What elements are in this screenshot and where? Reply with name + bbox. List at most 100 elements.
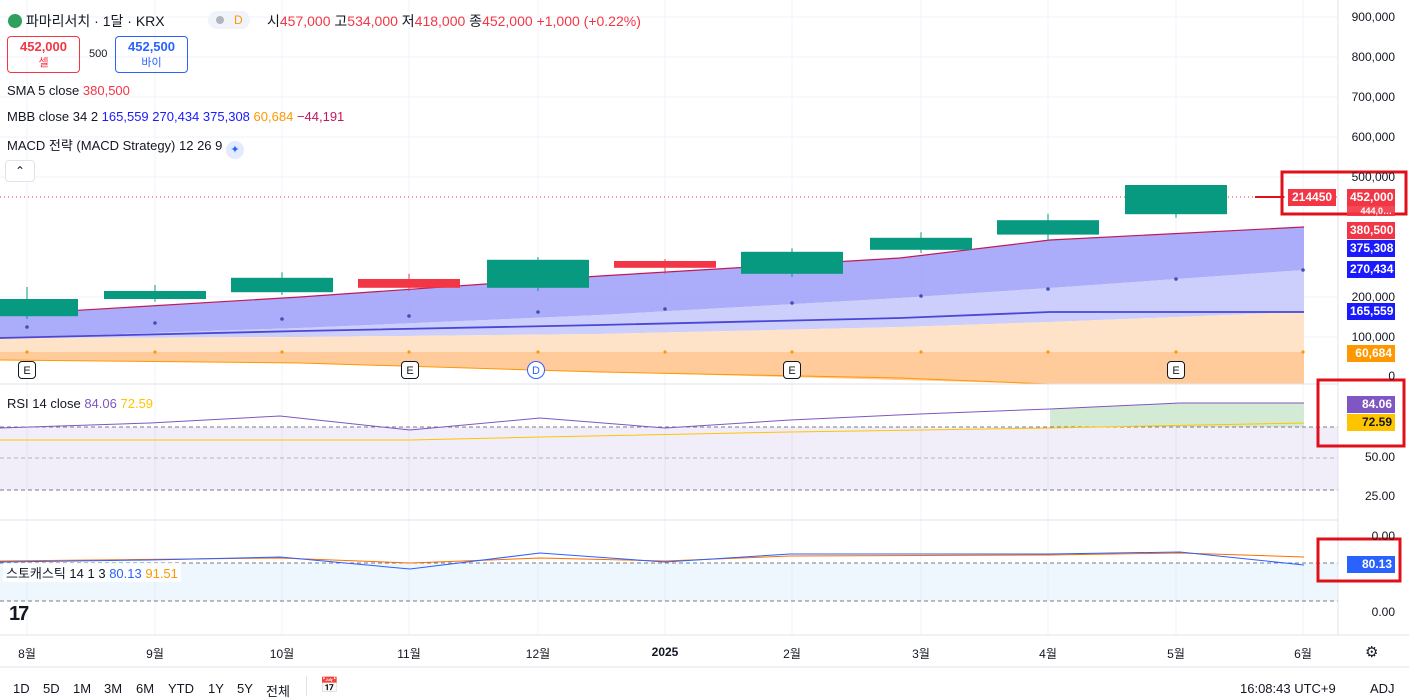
- status-dot-icon: [216, 16, 224, 24]
- band-dot: [25, 350, 29, 354]
- bb-upper-tag: 375,308: [1347, 240, 1395, 257]
- symbol-header[interactable]: 파마리서치 · 1달 · KRX: [8, 11, 165, 31]
- change-value: +1,000 (+0.22%): [536, 13, 641, 29]
- candle-body[interactable]: [104, 291, 206, 299]
- candle-body[interactable]: [0, 299, 78, 317]
- ohlc-values: 시457,000 고534,000 저418,000 종452,000 +1,0…: [267, 11, 641, 31]
- band-dot: [153, 321, 157, 325]
- time-axis-label: 2025: [651, 645, 679, 659]
- rsi-overbought-fill: [1050, 403, 1304, 427]
- band-dot: [1174, 277, 1178, 281]
- highlight-box-price: [1280, 170, 1408, 216]
- candle-body[interactable]: [1125, 185, 1227, 215]
- symbol-title: 파마리서치 · 1달 · KRX: [25, 13, 165, 29]
- macd-legend[interactable]: MACD 전략 (MACD Strategy) 12 26 9 ✦: [7, 135, 244, 159]
- sell-button[interactable]: 452,000 셀: [7, 36, 80, 73]
- price-axis-label: 800,000: [1351, 50, 1395, 64]
- band-dot: [153, 350, 157, 354]
- clock[interactable]: 16:08:43 UTC+9: [1240, 681, 1336, 696]
- settings-gear-icon[interactable]: ⚙: [1365, 644, 1379, 661]
- price-axis-label: 700,000: [1351, 90, 1395, 104]
- time-axis-label: 5월: [1167, 647, 1185, 661]
- band-dot: [536, 310, 540, 314]
- rsi-axis-label: 25.00: [1364, 489, 1395, 503]
- price-axis-label: 900,000: [1351, 10, 1395, 24]
- rsi-ma-tag: 72.59: [1347, 414, 1395, 431]
- sma-price-tag: 380,500: [1347, 222, 1395, 239]
- bb-mid-tag: 270,434: [1347, 261, 1395, 278]
- band-dot: [1046, 287, 1050, 291]
- earnings-badge[interactable]: E: [783, 361, 801, 379]
- buy-button[interactable]: 452,500 바이: [115, 36, 188, 73]
- last-price-tag: 452,000: [1347, 189, 1395, 206]
- bb-dots: [25, 268, 1305, 354]
- highlight-box-stoch: [1316, 537, 1402, 583]
- footer-divider: [306, 676, 307, 696]
- close-label: 종: [469, 13, 483, 29]
- timeframe-5d[interactable]: 5D: [43, 681, 60, 696]
- earnings-badge[interactable]: E: [401, 361, 419, 379]
- d-badge: D: [234, 13, 243, 27]
- mbb-v5: −44,191: [296, 109, 345, 124]
- candle-body[interactable]: [870, 237, 972, 250]
- hidden-price-tag: 444,0…: [1347, 206, 1395, 216]
- timeframe-1d[interactable]: 1D: [13, 681, 30, 696]
- earnings-badge[interactable]: E: [18, 361, 36, 379]
- mbb-v3: 375,308: [202, 109, 250, 124]
- sma-legend[interactable]: SMA 5 close 380,500: [7, 83, 130, 98]
- spread-value: 500: [89, 48, 108, 60]
- timeframe-1m[interactable]: 1M: [73, 681, 92, 696]
- rsi-v1: 84.06: [84, 396, 117, 411]
- timeframe-all[interactable]: 전체: [266, 684, 290, 699]
- candle-body[interactable]: [358, 279, 460, 288]
- band-dot: [280, 317, 284, 321]
- rsi-name: RSI 14 close: [7, 396, 81, 411]
- band-dot: [407, 314, 411, 318]
- timeframe-6m[interactable]: 6M: [136, 681, 155, 696]
- stoch-axis-label: 0.00: [1371, 605, 1395, 619]
- price-axis-label: 0: [1388, 369, 1395, 383]
- rsi-tag: 84.06: [1347, 396, 1395, 413]
- buy-price: 452,500: [128, 39, 175, 54]
- close-value: 452,000: [482, 13, 533, 29]
- stoch-legend[interactable]: 스토캐스틱 14 1 3 80.13 91.51: [3, 563, 181, 582]
- candle-body[interactable]: [741, 251, 843, 274]
- band-dot: [663, 350, 667, 354]
- mbb-v1: 165,559: [101, 109, 149, 124]
- timeframe-3m[interactable]: 3M: [104, 681, 123, 696]
- mbb-legend[interactable]: MBB close 34 2 165,559 270,434 375,308 6…: [7, 109, 344, 124]
- time-axis-label: 9월: [146, 647, 164, 661]
- data-status-pill[interactable]: D: [208, 11, 250, 29]
- sparkle-icon[interactable]: ✦: [226, 141, 244, 159]
- candle-body[interactable]: [614, 261, 716, 268]
- time-axis-label: 6월: [1294, 647, 1312, 661]
- highlight-box-rsi: [1316, 378, 1406, 448]
- calendar-icon[interactable]: 📅: [320, 677, 339, 694]
- band-dot: [663, 307, 667, 311]
- price-axis-label: 500,000: [1351, 170, 1395, 184]
- price-axis-label: 100,000: [1351, 330, 1395, 344]
- timeframe-5y[interactable]: 5Y: [237, 681, 253, 696]
- candle-body[interactable]: [231, 277, 333, 293]
- stoch-v2: 91.51: [145, 566, 178, 581]
- candle-body[interactable]: [997, 220, 1099, 235]
- stoch-tag: 80.13: [1347, 556, 1395, 573]
- adj-toggle[interactable]: ADJ: [1370, 681, 1395, 696]
- candle-body[interactable]: [487, 259, 589, 288]
- collapse-legend-button[interactable]: ⌃: [5, 160, 35, 182]
- band-dot: [407, 350, 411, 354]
- timeframe-ytd[interactable]: YTD: [168, 681, 194, 696]
- bb-basis-line: [0, 311, 1304, 339]
- open-label: 시: [267, 13, 280, 29]
- timeframe-1y[interactable]: 1Y: [208, 681, 224, 696]
- rsi-axis-label: 50.00: [1364, 450, 1395, 464]
- dividend-badge[interactable]: D: [527, 361, 545, 379]
- overlay-price-tag: 214450: [1288, 189, 1337, 206]
- earnings-badge[interactable]: E: [1167, 361, 1185, 379]
- orange-lower-fill: [0, 352, 1304, 384]
- rsi-legend[interactable]: RSI 14 close 84.06 72.59: [7, 396, 153, 411]
- time-axis-label: 12월: [525, 647, 551, 661]
- tradingview-logo-icon[interactable]: 17: [9, 603, 29, 625]
- stoch-k-line: [0, 551, 1305, 570]
